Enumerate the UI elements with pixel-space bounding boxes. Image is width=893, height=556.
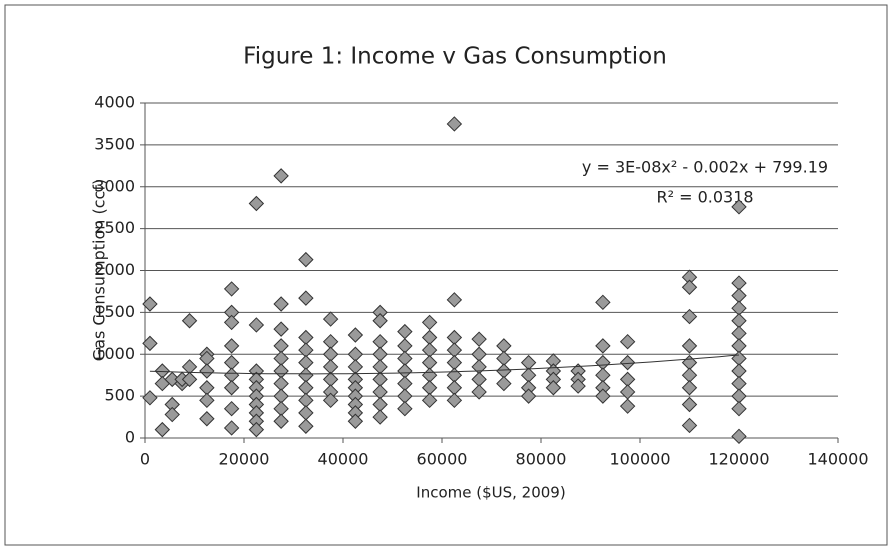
point	[164, 406, 180, 423]
x-tick-label: 140000	[807, 450, 868, 469]
point	[681, 279, 698, 295]
point	[446, 292, 463, 308]
point	[681, 308, 698, 325]
point	[570, 378, 586, 394]
point	[298, 418, 314, 434]
x-tick-label: 80000	[516, 450, 567, 469]
point	[731, 428, 747, 445]
point	[142, 335, 158, 352]
point	[199, 363, 215, 379]
point	[223, 281, 240, 297]
point	[223, 380, 240, 396]
point	[223, 420, 240, 436]
point	[181, 313, 198, 329]
point	[372, 409, 388, 425]
point	[372, 313, 388, 329]
trendline	[149, 354, 740, 375]
point	[154, 421, 171, 438]
x-tick-label: 40000	[318, 450, 369, 469]
y-tick-label: 500	[104, 386, 135, 405]
point	[223, 338, 240, 354]
point	[520, 388, 537, 404]
y-tick-label: 2000	[94, 260, 135, 279]
point	[248, 195, 265, 212]
point	[298, 251, 314, 268]
point	[347, 413, 364, 429]
point	[545, 380, 562, 396]
point	[446, 392, 463, 409]
point	[681, 396, 698, 413]
point	[199, 392, 215, 409]
point	[298, 290, 314, 306]
point	[347, 327, 364, 343]
point	[471, 331, 487, 347]
y-axis-label: Gas Consumption (ccf)	[90, 179, 109, 361]
point	[421, 392, 438, 409]
trendline-equation: y = 3E-08x² - 0.002x + 799.19	[582, 158, 828, 177]
chart-border	[4, 4, 888, 546]
point	[595, 294, 611, 311]
y-tick-label: 1000	[94, 344, 135, 363]
x-tick-label: 100000	[609, 450, 670, 469]
point	[248, 317, 265, 333]
trendline-r2: R² = 0.0318	[656, 188, 753, 207]
x-axis-label: Income ($US, 2009)	[416, 484, 565, 502]
point	[397, 400, 413, 417]
point	[731, 400, 747, 417]
point	[223, 400, 240, 417]
point	[619, 398, 636, 414]
point	[681, 380, 698, 396]
x-tick-label: 20000	[219, 450, 270, 469]
x-tick-label: 0	[140, 450, 150, 469]
y-tick-label: 3500	[94, 134, 135, 153]
point	[421, 314, 438, 331]
x-tick-label: 60000	[417, 450, 468, 469]
y-tick-label: 3000	[94, 176, 135, 195]
point	[471, 384, 487, 400]
point	[496, 375, 512, 392]
point	[273, 168, 289, 184]
point	[142, 296, 158, 312]
chart-title: Figure 1: Income v Gas Consumption	[243, 44, 667, 70]
point	[142, 390, 158, 406]
point	[199, 411, 215, 427]
y-tick-label: 2500	[94, 218, 135, 237]
x-tick-label: 120000	[708, 450, 769, 469]
point	[731, 199, 747, 215]
point	[681, 417, 698, 434]
point	[322, 392, 339, 409]
point	[322, 311, 339, 327]
point	[248, 421, 265, 438]
point	[619, 354, 636, 371]
point	[681, 338, 698, 354]
y-tick-label: 1500	[94, 302, 135, 321]
point	[619, 333, 636, 350]
point	[273, 321, 289, 337]
y-tick-label: 0	[125, 428, 135, 447]
point	[223, 314, 240, 331]
point	[595, 388, 611, 404]
point	[446, 116, 463, 132]
point	[595, 338, 611, 354]
point	[273, 296, 289, 312]
y-tick-label: 4000	[94, 93, 135, 112]
point	[273, 413, 289, 429]
point	[181, 371, 198, 388]
